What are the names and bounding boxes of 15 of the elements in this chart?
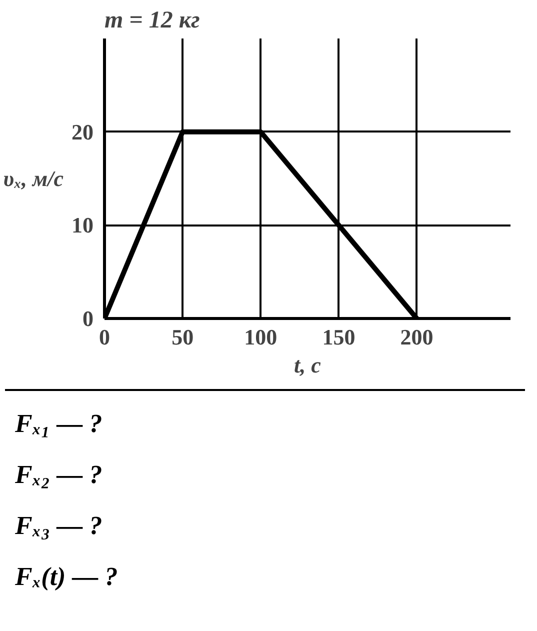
x-axis-title: t, с bbox=[294, 352, 322, 378]
y-axis-title: υₓ, м/с bbox=[3, 166, 64, 191]
y-tick-label: 20 bbox=[72, 119, 94, 144]
text: Fₓ₃ — ? bbox=[15, 510, 104, 542]
chart-title: m = 12 кг bbox=[104, 8, 200, 34]
x-tick-label: 0 bbox=[99, 324, 110, 350]
text: Fₓ₁ — ? bbox=[15, 408, 104, 440]
x-tick-label: 200 bbox=[400, 324, 434, 350]
x-tick-label: 150 bbox=[322, 324, 356, 350]
y-tick-label: 0 bbox=[82, 306, 94, 331]
x-tick-label: 100 bbox=[244, 324, 278, 350]
x-tick-label: 50 bbox=[172, 324, 194, 350]
y-tick-label: 10 bbox=[72, 212, 94, 238]
text: Fₓ(t) — ? bbox=[15, 561, 119, 594]
text: Fₓ₂ — ? bbox=[15, 459, 104, 492]
